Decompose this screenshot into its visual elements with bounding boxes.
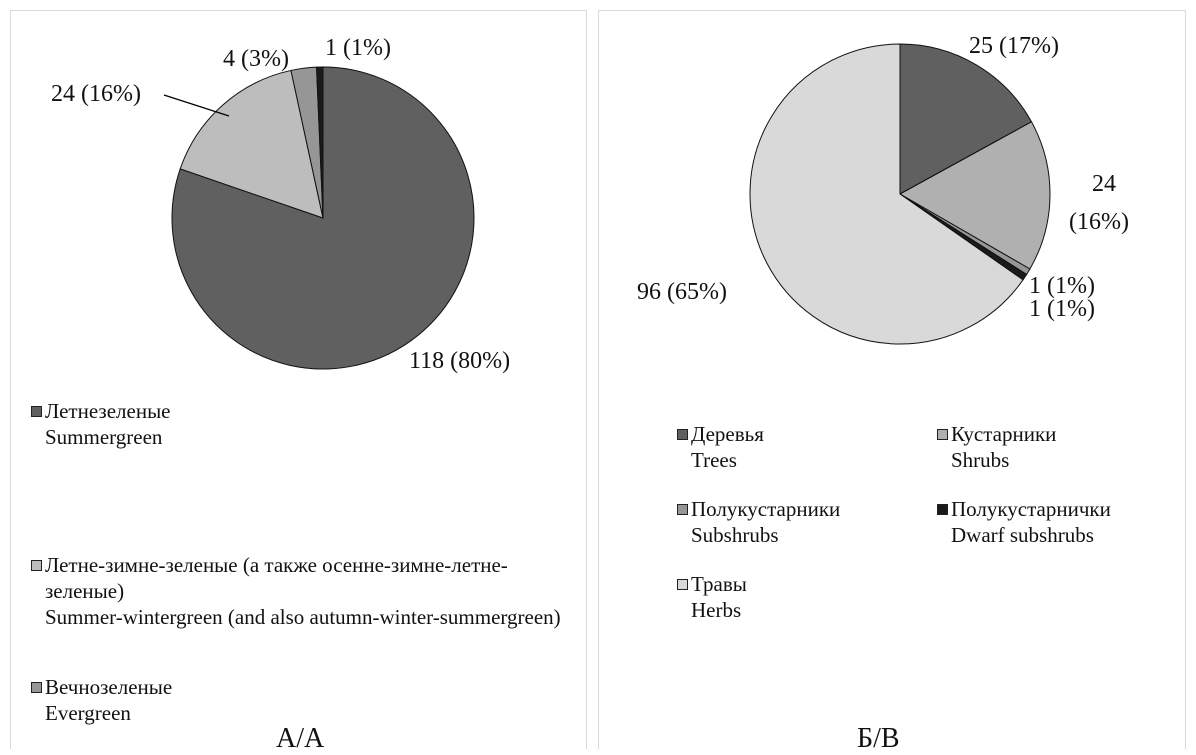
legend-label-ru: Деревья <box>691 422 764 446</box>
legend-swatch <box>31 560 42 571</box>
panel-title-a: А/А <box>276 723 325 754</box>
legend-item-summer-wintergreen: Летне-зимне-зеленые (а также осенне-зимн… <box>31 552 576 630</box>
pie-chart-a: 118 (80%) 24 (16%) 4 (3%) 1 (1%) <box>51 35 510 374</box>
pie-slice <box>749 43 1024 345</box>
legend-item-herbs: Травы Herbs <box>677 571 747 623</box>
data-label: 4 (3%) <box>223 46 289 72</box>
legend-item-evergreen: Вечнозеленые Evergreen <box>31 674 172 726</box>
legend-swatch <box>677 429 688 440</box>
legend-item-summergreen: Летнезеленые Summergreen <box>31 398 171 450</box>
legend-label-en: Summergreen <box>45 425 163 449</box>
legend-item-shrubs: Кустарники Shrubs <box>937 421 1056 473</box>
data-label: 1 (1%) <box>325 35 391 61</box>
data-label: 24 (16%) <box>51 81 141 107</box>
legend-label-en: Trees <box>691 448 737 472</box>
panel-title-b: Б/B <box>857 723 900 754</box>
legend-label-ru: Летне-зимне-зеленые (а также осенне-зимн… <box>45 553 508 603</box>
legend-label-ru: Травы <box>691 572 747 596</box>
pie-slice <box>179 69 324 219</box>
legend-label-en: Summer-wintergreen (and also autumn-wint… <box>45 605 561 629</box>
legend-swatch <box>937 504 948 515</box>
legend-label-ru: Летнезеленые <box>45 399 171 423</box>
data-label: 25 (17%) <box>969 33 1059 59</box>
pie-chart-b: 25 (17%) 24 (16%) 1 (1%) 1 (1%) 96 (65%) <box>637 33 1129 345</box>
legend-swatch <box>31 406 42 417</box>
legend-item-subshrubs: Полукустарники Subshrubs <box>677 496 840 548</box>
legend-swatch <box>677 579 688 590</box>
data-label: 1 (1%) <box>1029 296 1095 322</box>
legend-label-ru: Кустарники <box>951 422 1057 446</box>
data-label: (16%) <box>1069 209 1129 235</box>
legend-label-ru: Полукустарнички <box>951 497 1111 521</box>
data-label: 1 (1%) <box>1029 273 1095 299</box>
legend-label-en: Evergreen <box>45 701 131 725</box>
legend-label-ru: Полукустарники <box>691 497 841 521</box>
chart-panel-b: 25 (17%) 24 (16%) 1 (1%) 1 (1%) 96 (65%)… <box>598 10 1186 754</box>
pie-slice <box>899 43 1033 195</box>
chart-panel-a: 118 (80%) 24 (16%) 4 (3%) 1 (1%) Летнезе… <box>10 10 587 754</box>
legend-label-ru: Вечнозеленые <box>45 675 173 699</box>
legend-swatch <box>31 682 42 693</box>
legend-swatch <box>677 504 688 515</box>
legend-item-dwarf-subshrubs: Полукустарнички Dwarf subshrubs <box>937 496 1111 548</box>
pie-slice <box>171 66 475 370</box>
legend-label-en: Dwarf subshrubs <box>951 523 1094 547</box>
pie-slice <box>316 66 324 219</box>
legend-label-en: Subshrubs <box>691 523 779 547</box>
legend-item-trees: Деревья Trees <box>677 421 764 473</box>
legend-label-en: Shrubs <box>951 448 1010 472</box>
data-label: 24 <box>1092 171 1116 197</box>
legend-swatch <box>937 429 948 440</box>
legend-label-en: Herbs <box>691 598 742 622</box>
data-label: 118 (80%) <box>409 348 510 374</box>
data-label: 96 (65%) <box>637 279 727 305</box>
pie-slice <box>898 121 1051 270</box>
